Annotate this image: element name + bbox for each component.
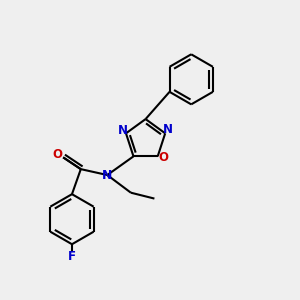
Text: O: O: [158, 151, 168, 164]
Text: N: N: [117, 124, 128, 137]
Text: F: F: [68, 250, 76, 262]
Text: O: O: [53, 148, 63, 161]
Text: N: N: [102, 169, 112, 182]
Text: N: N: [163, 123, 173, 136]
